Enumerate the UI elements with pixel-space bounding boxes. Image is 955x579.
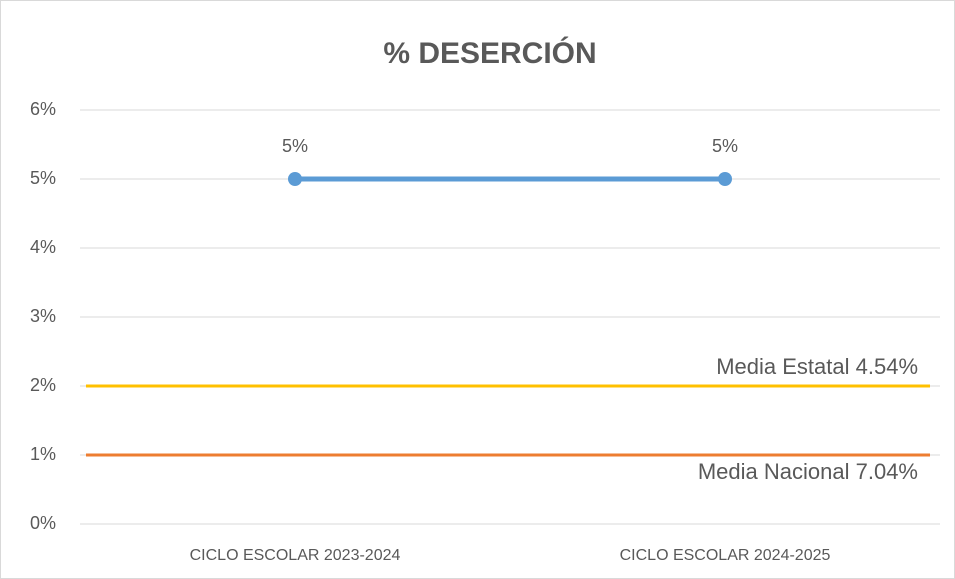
y-tick-label: 0% <box>30 513 56 533</box>
data-label: 5% <box>712 136 738 156</box>
x-tick-label: CICLO ESCOLAR 2023-2024 <box>190 547 401 564</box>
chart-title: % DESERCIÓN <box>383 36 596 70</box>
reference-label: Media Estatal 4.54% <box>716 354 918 379</box>
reference-label: Media Nacional 7.04% <box>698 459 918 484</box>
point <box>288 172 302 186</box>
y-tick-label: 2% <box>30 375 56 395</box>
y-tick-label: 5% <box>30 168 56 188</box>
y-tick-label: 1% <box>30 444 56 464</box>
point <box>718 172 732 186</box>
data-label: 5% <box>282 136 308 156</box>
y-tick-label: 6% <box>30 99 56 119</box>
y-tick-label: 4% <box>30 237 56 257</box>
y-tick-label: 3% <box>30 306 56 326</box>
x-tick-label: CICLO ESCOLAR 2024-2025 <box>620 547 831 564</box>
